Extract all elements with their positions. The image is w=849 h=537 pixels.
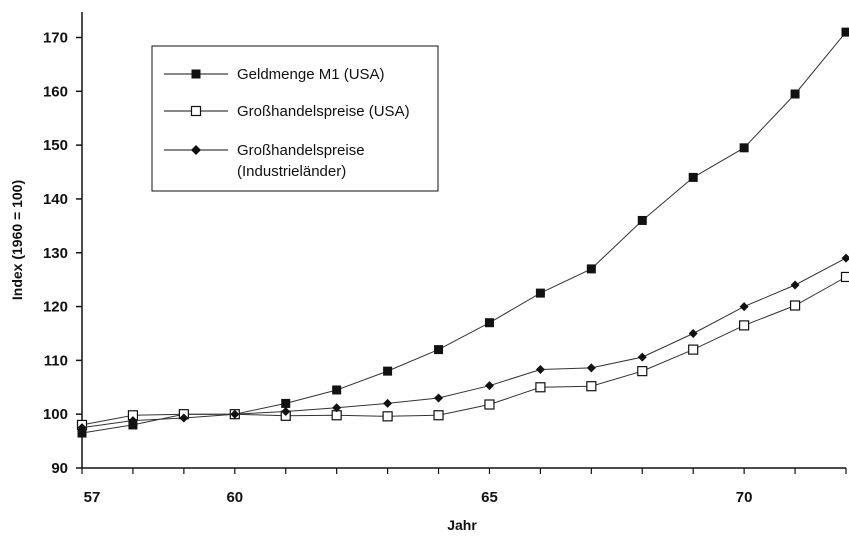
data-point <box>382 411 393 422</box>
data-point <box>484 381 494 391</box>
x-ticks: 57 60 65 70 <box>81 468 847 506</box>
y-tick-label: 140 <box>43 191 68 208</box>
legend-label-ghp-ind: Großhandelspreise <box>237 142 365 159</box>
y-axis-title: Index (1960 = 100) <box>9 180 25 300</box>
y-tick-label: 150 <box>43 137 68 154</box>
data-point <box>739 320 750 331</box>
legend: Geldmenge M1 (USA) Großhandelspreise (US… <box>151 45 439 192</box>
data-point <box>535 365 545 375</box>
data-point <box>230 409 240 419</box>
data-point <box>586 264 596 274</box>
x-tick-label: 57 <box>84 489 101 506</box>
data-point <box>739 143 749 153</box>
legend-marker-filled-diamond <box>191 145 201 155</box>
data-point <box>637 352 647 362</box>
data-point <box>332 403 342 413</box>
y-ticks: 90 100 110 120 130 140 150 160 170 <box>43 30 82 477</box>
legend-marker-filled-square <box>191 69 201 79</box>
series-3 <box>77 253 849 433</box>
y-tick-label: 120 <box>43 299 68 316</box>
data-point <box>688 172 698 182</box>
data-point <box>637 215 647 225</box>
series-2 <box>76 271 849 431</box>
legend-item-ghp-usa: Großhandelspreise (USA) <box>164 103 410 120</box>
x-tick-label: 60 <box>226 489 243 506</box>
data-point <box>535 288 545 298</box>
data-point <box>179 413 189 423</box>
data-point <box>637 366 648 377</box>
data-point <box>383 398 393 408</box>
y-tick-label: 90 <box>51 460 68 477</box>
axes <box>81 12 846 469</box>
data-point <box>484 399 495 410</box>
data-point <box>790 280 800 290</box>
data-point <box>332 385 342 395</box>
legend-marker-open-square <box>190 105 202 117</box>
y-tick-label: 110 <box>44 352 68 369</box>
y-tick-label: 170 <box>43 30 68 47</box>
y-tick-label: 100 <box>43 406 68 423</box>
data-point <box>790 89 800 99</box>
data-point <box>433 410 444 421</box>
legend-label-ghp-ind-line2: (Industrieländer) <box>237 163 346 180</box>
series-line <box>81 276 847 426</box>
data-point <box>434 393 444 403</box>
data-point <box>789 300 801 311</box>
data-point <box>840 271 849 283</box>
x-tick-label: 65 <box>481 489 498 506</box>
data-point <box>739 302 749 312</box>
data-point <box>281 406 291 416</box>
x-tick-label: 70 <box>736 489 753 506</box>
data-point <box>841 253 849 263</box>
data-point <box>281 398 291 408</box>
data-point <box>535 382 546 393</box>
data-point <box>586 381 597 392</box>
y-tick-label: 130 <box>43 245 68 262</box>
data-point <box>77 423 87 433</box>
data-point <box>484 318 494 328</box>
data-point <box>688 344 699 355</box>
series-line <box>81 257 847 429</box>
data-point <box>77 428 87 438</box>
legend-item-m1: Geldmenge M1 (USA) <box>164 66 385 83</box>
data-point <box>434 345 444 355</box>
series-layer <box>76 27 849 438</box>
data-point <box>841 27 849 37</box>
data-point <box>688 328 698 338</box>
legend-item-ghp-ind: Großhandelspreise (Industrieländer) <box>164 142 365 180</box>
data-point <box>383 366 393 376</box>
x-axis-title: Jahr <box>447 517 477 533</box>
data-point <box>128 416 138 426</box>
legend-label-m1: Geldmenge M1 (USA) <box>237 66 385 83</box>
data-point <box>586 363 596 373</box>
y-tick-label: 160 <box>43 83 68 100</box>
legend-label-ghp-usa: Großhandelspreise (USA) <box>237 103 410 120</box>
